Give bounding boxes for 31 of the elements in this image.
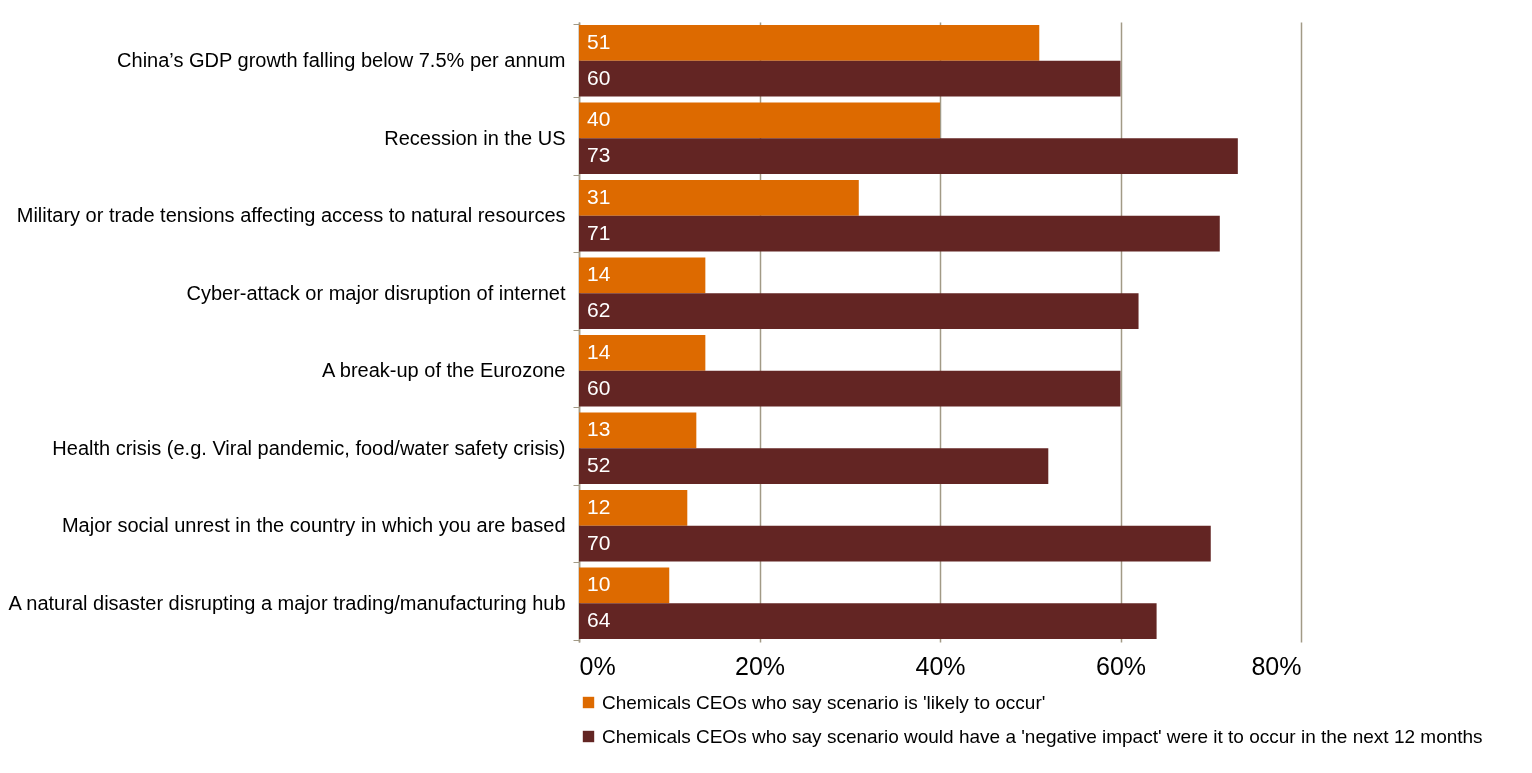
x-tick-label: 80%: [1251, 651, 1302, 680]
data-label: 71: [587, 220, 611, 244]
data-label: 60: [587, 65, 611, 89]
data-label: 73: [587, 143, 611, 167]
y-tick-label: Health crisis (e.g. Viral pandemic, food/water safety crisis): [52, 436, 566, 459]
x-tick-label: 0%: [579, 651, 616, 680]
data-label: 14: [587, 339, 611, 363]
legend-label: Chemicals CEOs who say scenario is 'likely to occur': [602, 691, 1046, 713]
y-tick-label: A break-up of the Eurozone: [322, 359, 566, 382]
x-tick-label: 20%: [734, 651, 786, 680]
x-tick-label: 40%: [915, 651, 966, 680]
y-tick-label: China’s GDP growth falling below 7.5% per annum: [117, 49, 566, 72]
data-label: 14: [587, 262, 611, 286]
data-label: 62: [587, 298, 611, 322]
data-label: 12: [587, 494, 611, 518]
y-tick-label: A natural disaster disrupting a major trading/manufacturing hub: [8, 591, 566, 614]
y-tick-label: Major social unrest in the country in which you are based: [61, 514, 566, 537]
data-label: 51: [587, 29, 611, 53]
data-label: 13: [587, 417, 611, 441]
data-label: 64: [587, 608, 611, 632]
data-label: 52: [587, 453, 611, 477]
data-label: 70: [587, 530, 611, 554]
data-label: 60: [587, 375, 611, 399]
legend-label: Chemicals CEOs who say scenario would have a 'negative impact' were it to occur in the next 12 months: [602, 725, 1483, 747]
data-label: 31: [587, 184, 611, 208]
y-tick-label: Cyber-attack or major disruption of internet: [186, 281, 566, 304]
y-tick-label: Military or trade tensions affecting access to natural resources: [16, 204, 566, 227]
x-tick-label: 60%: [1095, 651, 1147, 680]
data-label: 40: [587, 107, 611, 131]
y-tick-label: Recession in the US: [384, 126, 566, 149]
data-label: 10: [587, 572, 611, 596]
